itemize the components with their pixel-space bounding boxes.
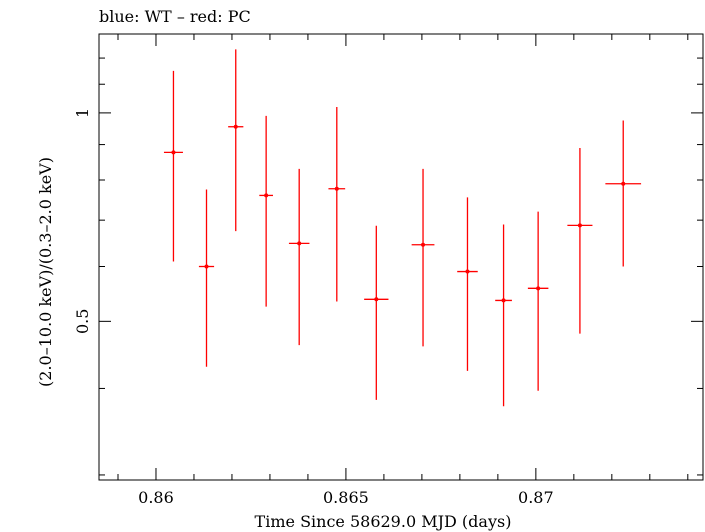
plot-frame <box>98 33 704 481</box>
data-point <box>259 115 273 307</box>
point-marker <box>171 150 176 155</box>
point-marker <box>536 286 541 291</box>
y-tick-label: 1 <box>73 108 92 118</box>
data-point <box>364 225 389 400</box>
x-tick-label: 0.86 <box>138 488 174 507</box>
point-marker <box>297 241 302 246</box>
point-marker <box>374 297 379 302</box>
point-marker <box>264 193 269 198</box>
point-marker <box>501 298 506 303</box>
x-tick-label: 0.87 <box>518 488 554 507</box>
point-marker <box>465 269 470 274</box>
point-marker <box>621 181 626 186</box>
point-marker <box>421 242 426 247</box>
data-point <box>457 197 478 371</box>
data-point <box>328 106 346 302</box>
y-tick-label: 0.5 <box>73 309 92 334</box>
data-point <box>198 189 215 367</box>
x-tick-label: 0.865 <box>323 488 369 507</box>
y-axis-ticks: 0.51 <box>73 57 703 476</box>
data-point <box>411 168 435 347</box>
point-marker <box>233 124 238 129</box>
data-point <box>527 211 549 391</box>
point-marker <box>204 264 209 269</box>
data-point <box>228 49 244 232</box>
y-axis-label: (2.0–10.0 keV)/(0.3–2.0 keV) <box>36 157 55 387</box>
point-marker <box>577 223 582 228</box>
data-point <box>163 70 183 262</box>
chart-title: blue: WT – red: PC <box>99 7 251 26</box>
data-point <box>605 120 642 267</box>
x-axis-label: Time Since 58629.0 MJD (days) <box>255 512 512 531</box>
data-point <box>495 224 512 407</box>
x-axis-ticks: 0.86 0.865 0.87 <box>117 34 689 507</box>
data-points <box>163 49 642 407</box>
data-point <box>288 168 310 346</box>
data-point <box>567 147 593 334</box>
point-marker <box>334 186 339 191</box>
